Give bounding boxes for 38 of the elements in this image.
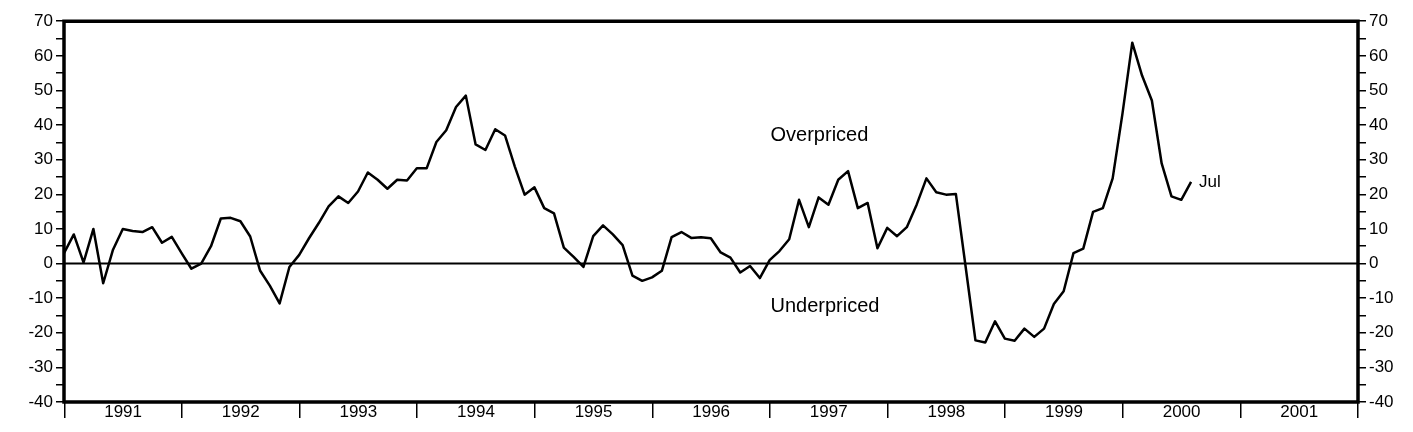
y2-tick-label: 50 [1369, 80, 1388, 100]
x-tick-label: 1996 [692, 401, 731, 421]
annotation: Jul [1199, 171, 1221, 191]
y2-tick-label: 40 [1369, 114, 1388, 134]
y2-tick-label: -30 [1369, 357, 1394, 377]
x-tick-label: 1994 [457, 401, 495, 421]
x-tick-label: 1998 [927, 401, 966, 421]
y-tick-label: 10 [34, 218, 53, 238]
y-tick-label: 60 [34, 45, 53, 65]
y-tick-label: 70 [34, 10, 53, 30]
y2-tick-label: 30 [1369, 149, 1388, 169]
x-tick-label: 1992 [221, 401, 260, 421]
y-tick-label: -20 [28, 322, 53, 342]
y-tick-label: 0 [43, 253, 53, 273]
y2-tick-label: 70 [1369, 10, 1388, 30]
y2-tick-label: -10 [1369, 287, 1394, 307]
y-tick-label: 20 [34, 183, 53, 203]
y-tick-label: 50 [34, 80, 53, 100]
y2-tick-label: -40 [1369, 391, 1394, 411]
x-tick-label: 2001 [1280, 401, 1319, 421]
y-tick-label: 40 [34, 114, 53, 134]
x-tick-label: 1991 [104, 401, 143, 421]
y-tick-label: -40 [28, 391, 53, 411]
y2-tick-label: 20 [1369, 183, 1388, 203]
y2-tick-label: -20 [1369, 322, 1394, 342]
x-tick-label: 2000 [1162, 401, 1201, 421]
x-tick-label: 1997 [809, 401, 848, 421]
y2-tick-label: 0 [1369, 253, 1379, 273]
y-tick-label: -30 [28, 357, 53, 377]
y-tick-label: 30 [34, 149, 53, 169]
x-tick-label: 1993 [339, 401, 378, 421]
y2-tick-label: 60 [1369, 45, 1388, 65]
y-tick-label: -10 [28, 287, 53, 307]
annotation: Overpriced [770, 122, 869, 145]
y2-tick-label: 10 [1369, 218, 1388, 238]
x-tick-label: 1999 [1045, 401, 1083, 421]
annotation: Underpriced [770, 294, 880, 317]
x-tick-label: 1995 [574, 401, 613, 421]
